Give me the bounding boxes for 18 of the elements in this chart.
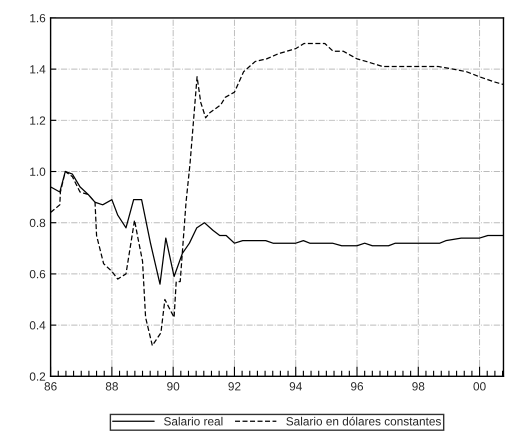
y-tick-label: 0.8 [30,218,46,228]
x-tick-label: 00 [473,382,486,391]
y-tick-label: 1.2 [30,116,46,125]
y-tick-label: 1.4 [30,65,46,74]
y-tick-label: 1.6 [30,14,46,22]
y-tick-label: 1.0 [30,168,46,176]
legend-label: Salario real [164,416,222,426]
y-tick-label: 0.6 [30,270,46,278]
y-tick-label: 0.4 [30,321,46,330]
legend-label: Salario en dólares constantes [286,416,441,426]
x-tick-label: 96 [350,382,364,391]
x-tick-label: 98 [412,382,424,391]
x-tick-label: 92 [228,382,240,391]
x-tick-label: 86 [44,382,57,391]
x-tick-label: 94 [290,382,302,391]
x-tick-label: 88 [106,382,118,391]
x-tick-label: 90 [167,382,180,391]
y-tick-label: 0.2 [30,372,46,381]
